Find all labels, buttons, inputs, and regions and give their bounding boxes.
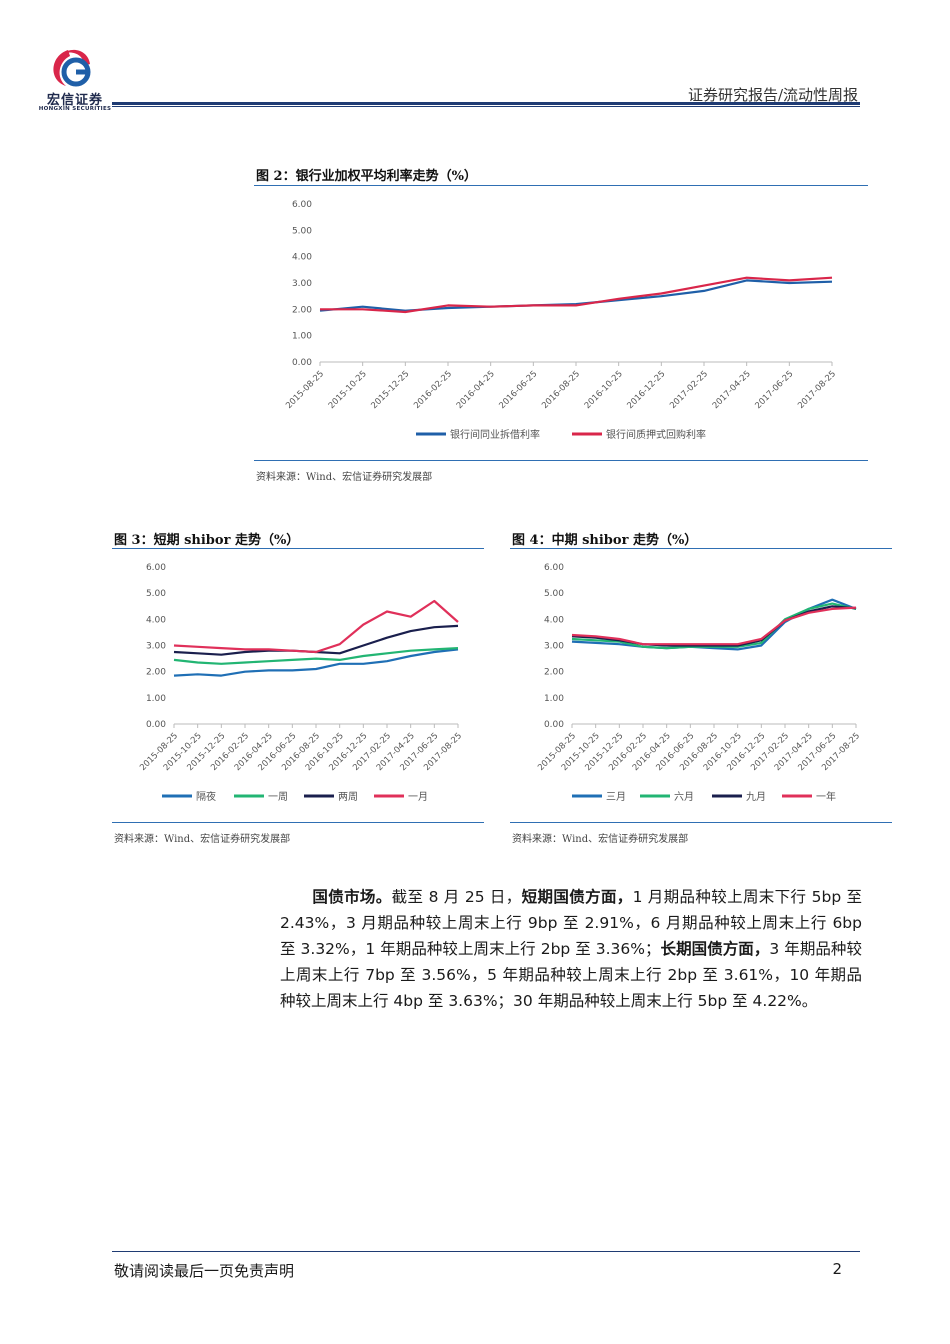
figure-3-top-rule	[112, 548, 484, 549]
y-tick-label: 0.00	[544, 720, 564, 730]
figure-2-top-rule	[254, 185, 868, 186]
x-tick-label: 2015-12-25	[369, 369, 411, 411]
y-tick-label: 1.00	[292, 332, 312, 342]
figure-3-source: 资料来源：Wind、宏信证券研究发展部	[114, 834, 291, 845]
y-tick-label: 6.00	[146, 563, 166, 573]
page-number: 2	[832, 1260, 842, 1278]
legend-label: 两周	[338, 791, 358, 803]
company-logo	[53, 49, 91, 87]
legend-label: 三月	[606, 791, 626, 803]
logo-subtext: HONGXIN SECURITIES	[38, 106, 112, 112]
legend-label: 一周	[268, 791, 288, 803]
paragraph-lead: 国债市场。	[312, 888, 392, 906]
figure-4-source: 资料来源：Wind、宏信证券研究发展部	[512, 834, 689, 845]
paragraph-text-1: 截至 8 月 25 日，	[391, 888, 522, 906]
header-divider-thin	[112, 106, 860, 107]
legend-label: 一月	[408, 791, 428, 803]
y-tick-label: 3.00	[292, 279, 312, 289]
x-tick-label: 2017-02-25	[668, 369, 710, 411]
series-line-0	[173, 648, 459, 677]
figure-2-bottom-rule	[254, 460, 868, 461]
footer-disclaimer: 敬请阅读最后一页免责声明	[114, 1262, 295, 1280]
legend-label: 九月	[746, 791, 766, 803]
y-tick-label: 2.00	[292, 305, 312, 315]
figure-4-top-rule	[510, 548, 892, 549]
bond-market-paragraph: 国债市场。截至 8 月 25 日，短期国债方面，1 月期品种较上周末下行 5bp…	[280, 884, 862, 1014]
y-tick-label: 3.00	[146, 642, 166, 652]
logo-text: 宏信证券	[46, 93, 103, 108]
y-tick-label: 4.00	[544, 615, 564, 625]
y-tick-label: 6.00	[544, 563, 564, 573]
series-line-1	[571, 602, 857, 650]
legend-label: 银行间质押式回购利率	[606, 428, 706, 441]
legend-label: 银行间同业拆借利率	[450, 428, 540, 441]
figure-3-chart: 0.001.002.003.004.005.006.002015-08-2520…	[138, 563, 464, 803]
y-tick-label: 0.00	[146, 720, 166, 730]
paragraph-text-2: 1 月期品种较上周末下行 5bp 至 2.43%，3 月期品种较上周末上行 9b…	[280, 888, 862, 958]
figure-2-title: 图 2：银行业加权平均利率走势（%）	[256, 169, 477, 184]
series-line-1	[320, 276, 833, 314]
y-tick-label: 6.00	[292, 200, 312, 210]
paragraph-text-3: 3 年期品种较上周末上行 7bp 至 3.56%，5 年期品种较上周末上行 2b…	[280, 940, 862, 1010]
x-tick-label: 2016-04-25	[455, 369, 497, 411]
paragraph-bold-long: 长期国债方面，	[660, 940, 770, 958]
figure-4-chart: 0.001.002.003.004.005.006.002015-08-2520…	[536, 563, 862, 803]
y-tick-label: 4.00	[146, 615, 166, 625]
series-line-2	[571, 605, 857, 647]
report-header-title: 证券研究报告/流动性周报	[687, 86, 858, 104]
legend-label: 一年	[816, 790, 836, 803]
x-tick-label: 2016-02-25	[412, 369, 454, 411]
x-tick-label: 2016-06-25	[497, 369, 539, 411]
y-tick-label: 1.00	[146, 694, 166, 704]
x-tick-label: 2017-04-25	[711, 369, 753, 411]
x-tick-label: 2016-10-25	[583, 369, 625, 411]
y-tick-label: 5.00	[292, 226, 312, 236]
figure-3-title: 图 3：短期 shibor 走势（%）	[114, 533, 300, 548]
x-tick-label: 2015-08-25	[284, 369, 326, 411]
figure-2-source: 资料来源：Wind、宏信证券研究发展部	[256, 472, 433, 483]
y-tick-label: 2.00	[146, 668, 166, 678]
legend-label: 隔夜	[196, 790, 216, 803]
header-divider	[112, 102, 860, 105]
x-tick-label: 2017-06-25	[753, 369, 795, 411]
x-tick-label: 2016-08-25	[540, 369, 582, 411]
series-line-1	[173, 647, 459, 665]
x-tick-label: 2017-08-25	[796, 369, 838, 411]
series-line-3	[571, 606, 857, 646]
figure-4-title: 图 4：中期 shibor 走势（%）	[512, 533, 698, 548]
series-line-3	[173, 599, 459, 654]
x-tick-label: 2015-10-25	[327, 369, 369, 411]
y-tick-label: 2.00	[544, 668, 564, 678]
y-tick-label: 5.00	[544, 589, 564, 599]
y-tick-label: 4.00	[292, 253, 312, 263]
footer-divider	[112, 1251, 860, 1252]
y-tick-label: 0.00	[292, 358, 312, 368]
y-tick-label: 3.00	[544, 642, 564, 652]
series-line-0	[319, 279, 833, 312]
paragraph-bold-short: 短期国债方面，	[521, 888, 633, 906]
y-tick-label: 1.00	[544, 694, 564, 704]
x-tick-label: 2016-12-25	[625, 369, 667, 411]
legend-label: 六月	[674, 791, 694, 803]
figure-3-bottom-rule	[112, 822, 484, 823]
y-tick-label: 5.00	[146, 589, 166, 599]
figure-4-bottom-rule	[510, 822, 892, 823]
